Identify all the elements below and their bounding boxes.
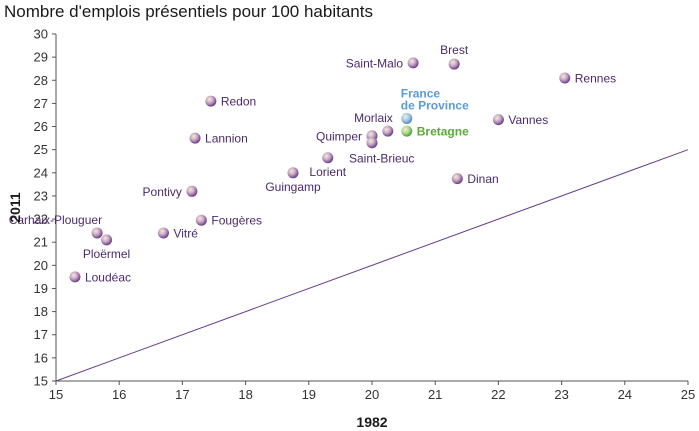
y-tick-label: 25 [34, 142, 48, 157]
x-tick-label: 22 [491, 387, 505, 402]
y-tick-label: 28 [34, 73, 48, 88]
x-axis-title: 1982 [356, 414, 387, 430]
point-vannes [492, 114, 504, 126]
point-ploermel [101, 234, 113, 246]
data-points: Brest Saint-Malo Rennes Redon France de Provi… [9, 43, 616, 284]
x-tick-label: 17 [175, 387, 189, 402]
y-tick-label: 29 [34, 50, 48, 65]
x-tick-label: 24 [618, 387, 632, 402]
chart-title: Nombre d'emplois présentiels pour 100 ha… [4, 2, 373, 21]
point-lannion [189, 132, 201, 144]
label-carhaix-plouguer: Carhaix-Plouguer [9, 213, 102, 227]
point-redon [205, 95, 217, 107]
label-pontivy: Pontivy [143, 185, 182, 199]
point-bretagne [401, 125, 413, 137]
label-morlaix: Morlaix [354, 111, 393, 125]
label-saint-brieuc: Saint-Brieuc [349, 152, 414, 166]
point-pontivy [186, 185, 198, 197]
y-tick-label: 23 [34, 188, 48, 203]
y-tick-label: 27 [34, 96, 48, 111]
x-ticks: 15 16 17 18 19 20 21 22 23 24 25 [49, 381, 695, 402]
y-tick-label: 21 [34, 235, 48, 250]
y-tick-label: 19 [34, 281, 48, 296]
y-tick-label: 20 [34, 258, 48, 273]
point-brest [448, 58, 460, 70]
point-vitre [157, 227, 169, 239]
x-tick-label: 18 [238, 387, 252, 402]
y-tick-label: 24 [34, 165, 48, 180]
reference-line [55, 149, 689, 382]
label-vannes: Vannes [508, 113, 548, 127]
label-loudeac: Loudéac [85, 270, 131, 284]
label-saint-malo: Saint-Malo [346, 56, 404, 70]
y-tick-label: 16 [34, 350, 48, 365]
label-lorient: Lorient [309, 165, 346, 179]
label-brest: Brest [440, 43, 469, 57]
x-tick-label: 15 [49, 387, 63, 402]
point-saint-malo [407, 57, 419, 69]
label-redon: Redon [221, 95, 256, 109]
y-tick-label: 26 [34, 119, 48, 134]
point-lorient [322, 152, 334, 164]
label-lannion: Lannion [205, 132, 248, 146]
label-ploermel: Ploërmel [83, 247, 130, 261]
label-fougeres: Fougères [211, 214, 262, 228]
point-fougeres [195, 214, 207, 226]
y-tick-label: 22 [34, 212, 48, 227]
label-dinan: Dinan [467, 172, 498, 186]
y-ticks: 15 16 17 18 19 20 21 22 23 24 25 26 27 28 29 30 [34, 27, 56, 389]
label-bretagne: Bretagne [417, 125, 469, 139]
point-guingamp [287, 167, 299, 179]
point-carhaix-plouguer [91, 227, 103, 239]
y-tick-label: 17 [34, 327, 48, 342]
x-tick-label: 23 [554, 387, 568, 402]
point-france-de-province [401, 112, 413, 124]
x-tick-label: 20 [365, 387, 379, 402]
point-loudeac [69, 271, 81, 283]
point-dinan [451, 173, 463, 185]
y-tick-label: 18 [34, 304, 48, 319]
label-vitre: Vitré [173, 226, 198, 240]
label-quimper: Quimper [316, 129, 362, 143]
x-tick-label: 21 [428, 387, 442, 402]
label-guingamp: Guingamp [265, 180, 321, 194]
label-rennes: Rennes [575, 71, 616, 85]
point-saint-brieuc [366, 137, 378, 149]
x-tick-label: 25 [681, 387, 695, 402]
point-morlaix [382, 125, 394, 137]
y-axis-title: 2011 [7, 192, 23, 223]
label-france-de-province: France de Province [401, 86, 469, 112]
x-tick-label: 19 [302, 387, 316, 402]
y-tick-label: 15 [34, 374, 48, 389]
point-rennes [559, 72, 571, 84]
y-tick-label: 30 [34, 27, 48, 42]
x-tick-label: 16 [112, 387, 126, 402]
